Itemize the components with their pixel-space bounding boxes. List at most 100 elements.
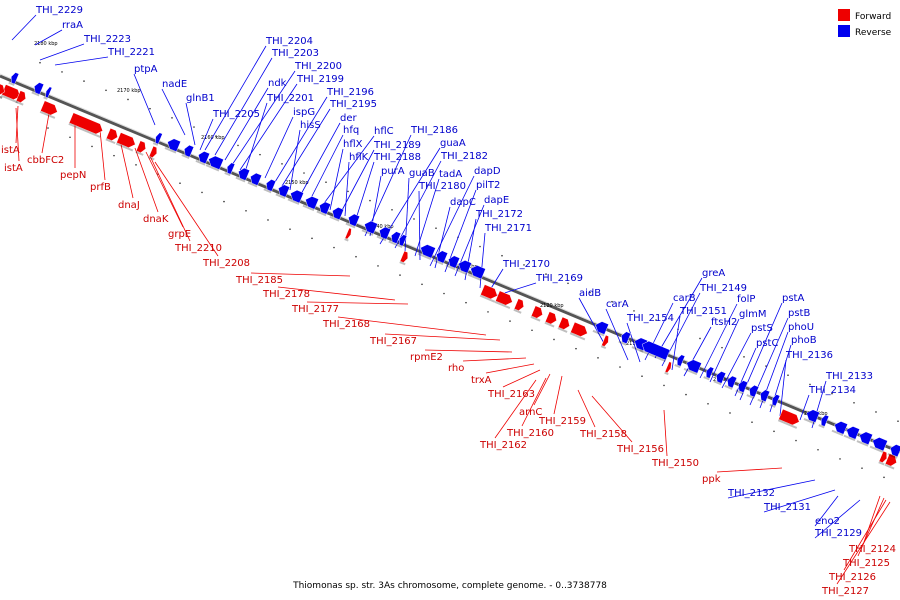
reverse-gene-label[interactable]: glnB1 — [186, 93, 215, 104]
scale-dot — [611, 300, 613, 303]
forward-gene-label[interactable]: arnC — [519, 407, 542, 418]
reverse-gene-label[interactable]: THI_2131 — [763, 502, 811, 513]
reverse-gene-label[interactable]: THI_2188 — [373, 152, 421, 163]
reverse-gene-label[interactable]: THI_2154 — [626, 313, 674, 324]
gene-arrow-shadow — [39, 110, 56, 119]
forward-gene-label[interactable]: dnaJ — [118, 200, 140, 211]
reverse-gene-label[interactable]: THI_2229 — [35, 5, 83, 16]
reverse-gene-label[interactable]: THI_2199 — [296, 74, 344, 85]
forward-gene-label[interactable]: prfB — [90, 182, 111, 193]
reverse-gene-label[interactable]: hisS — [300, 120, 321, 131]
reverse-gene-label[interactable]: phoB — [791, 335, 817, 346]
reverse-gene-arrow — [278, 184, 290, 198]
reverse-gene-label[interactable]: THI_2133 — [825, 371, 873, 382]
forward-gene-label[interactable]: THI_2124 — [848, 544, 896, 555]
forward-gene-label[interactable]: THI_2163 — [487, 389, 535, 400]
forward-gene-label[interactable]: pepN — [60, 170, 86, 181]
forward-gene-label[interactable]: THI_2125 — [842, 558, 890, 569]
scale-dot — [201, 191, 203, 194]
forward-gene-label[interactable]: THI_2156 — [616, 444, 664, 455]
forward-gene-label[interactable]: THI_2159 — [538, 416, 586, 427]
forward-gene-label[interactable]: rho — [448, 363, 464, 374]
reverse-gene-label[interactable]: THI_2151 — [679, 306, 727, 317]
reverse-gene-label[interactable]: hfq — [343, 125, 359, 136]
reverse-gene-label[interactable]: purA — [381, 166, 405, 177]
reverse-gene-label[interactable]: THI_2200 — [294, 61, 342, 72]
reverse-gene-label[interactable]: ftsH2 — [711, 317, 737, 328]
forward-gene-label[interactable]: THI_2150 — [651, 458, 699, 469]
reverse-gene-label[interactable]: pstA — [782, 293, 804, 304]
reverse-gene-label[interactable]: THI_2136 — [785, 350, 833, 361]
reverse-gene-label[interactable]: hflK — [349, 152, 369, 163]
reverse-gene-label[interactable]: THI_2169 — [535, 273, 583, 284]
reverse-gene-label[interactable]: THI_2205 — [212, 109, 260, 120]
reverse-gene-label[interactable]: hflC — [374, 126, 394, 137]
forward-gene-label[interactable]: THI_2160 — [506, 428, 554, 439]
reverse-gene-label[interactable]: dapD — [474, 166, 501, 177]
forward-gene-label[interactable]: ppk — [702, 474, 721, 485]
gene-arrow-shadow — [224, 172, 231, 177]
forward-gene-label[interactable]: THI_2168 — [322, 319, 370, 330]
reverse-gene-arrow — [806, 409, 820, 423]
reverse-gene-label[interactable]: pilT2 — [476, 180, 500, 191]
reverse-gene-label[interactable]: THI_2149 — [699, 283, 747, 294]
forward-gene-label[interactable]: THI_2126 — [828, 572, 876, 583]
reverse-gene-label[interactable]: THI_2170 — [502, 259, 550, 270]
reverse-gene-label[interactable]: ndk — [268, 78, 287, 89]
forward-gene-label[interactable]: THI_2158 — [579, 429, 627, 440]
forward-gene-label[interactable]: THI_2178 — [262, 289, 310, 300]
reverse-gene-label[interactable]: THI_2221 — [107, 47, 155, 58]
reverse-gene-label[interactable]: hflX — [343, 139, 363, 150]
forward-gene-label[interactable]: THI_2208 — [202, 258, 250, 269]
reverse-gene-label[interactable]: dapE — [484, 195, 509, 206]
reverse-gene-label[interactable]: aidB — [579, 288, 601, 299]
reverse-gene-label[interactable]: phoU — [788, 322, 814, 333]
reverse-gene-label[interactable]: THI_2186 — [410, 125, 458, 136]
reverse-gene-label[interactable]: THI_2132 — [727, 488, 775, 499]
reverse-gene-label[interactable]: glmM — [739, 309, 767, 320]
forward-gene-label[interactable]: THI_2167 — [369, 336, 417, 347]
reverse-gene-label[interactable]: dapC — [450, 197, 476, 208]
reverse-gene-label[interactable]: ispG — [293, 107, 315, 118]
reverse-gene-label[interactable]: THI_2196 — [326, 87, 374, 98]
forward-gene-label[interactable]: THI_2185 — [235, 275, 283, 286]
reverse-gene-label[interactable]: folP — [737, 294, 755, 305]
reverse-gene-label[interactable]: der — [340, 113, 358, 124]
reverse-gene-label[interactable]: guaA — [440, 138, 466, 149]
forward-gene-label[interactable]: rpmE2 — [410, 352, 443, 363]
reverse-gene-label[interactable]: THI_2134 — [808, 385, 856, 396]
reverse-gene-label[interactable]: THI_2189 — [373, 140, 421, 151]
reverse-gene-label[interactable]: THI_2180 — [418, 181, 466, 192]
reverse-gene-label[interactable]: guaB — [409, 168, 435, 179]
reverse-gene-label[interactable]: THI_2204 — [265, 36, 313, 47]
reverse-gene-label[interactable]: THI_2203 — [271, 48, 319, 59]
forward-gene-label[interactable]: THI_2162 — [479, 440, 527, 451]
reverse-gene-label[interactable]: THI_2223 — [83, 34, 131, 45]
reverse-gene-label[interactable]: carA — [606, 299, 629, 310]
reverse-gene-label[interactable]: THI_2171 — [484, 223, 532, 234]
reverse-gene-label[interactable]: nadE — [162, 79, 187, 90]
reverse-gene-label[interactable]: THI_2195 — [329, 99, 377, 110]
reverse-gene-label[interactable]: eno2 — [815, 516, 840, 527]
reverse-gene-label[interactable]: ptpA — [134, 64, 158, 75]
forward-gene-label[interactable]: THI_2127 — [821, 586, 869, 597]
reverse-gene-label[interactable]: THI_2182 — [440, 151, 488, 162]
reverse-gene-label[interactable]: pstS — [751, 323, 773, 334]
reverse-gene-label[interactable]: tadA — [439, 169, 462, 180]
forward-gene-label[interactable]: trxA — [471, 375, 492, 386]
reverse-gene-label[interactable]: carB — [673, 293, 696, 304]
forward-gene-label[interactable]: THI_2210 — [174, 243, 222, 254]
forward-gene-label[interactable]: THI_2177 — [291, 304, 339, 315]
reverse-gene-label[interactable]: THI_2172 — [475, 209, 523, 220]
reverse-gene-label[interactable]: THI_2129 — [814, 528, 862, 539]
reverse-gene-label[interactable]: THI_2201 — [266, 93, 314, 104]
forward-gene-label[interactable]: dnaK — [143, 214, 169, 225]
forward-gene-label[interactable]: cbbFC2 — [27, 155, 64, 166]
forward-gene-label[interactable]: istA — [1, 145, 20, 156]
reverse-gene-label[interactable]: pstB — [788, 308, 810, 319]
reverse-gene-label[interactable]: pstC — [756, 338, 778, 349]
forward-gene-label[interactable]: grpE — [168, 229, 191, 240]
reverse-gene-label[interactable]: greA — [702, 268, 725, 279]
forward-gene-label[interactable]: istA — [4, 163, 23, 174]
reverse-gene-label[interactable]: rraA — [62, 20, 83, 31]
